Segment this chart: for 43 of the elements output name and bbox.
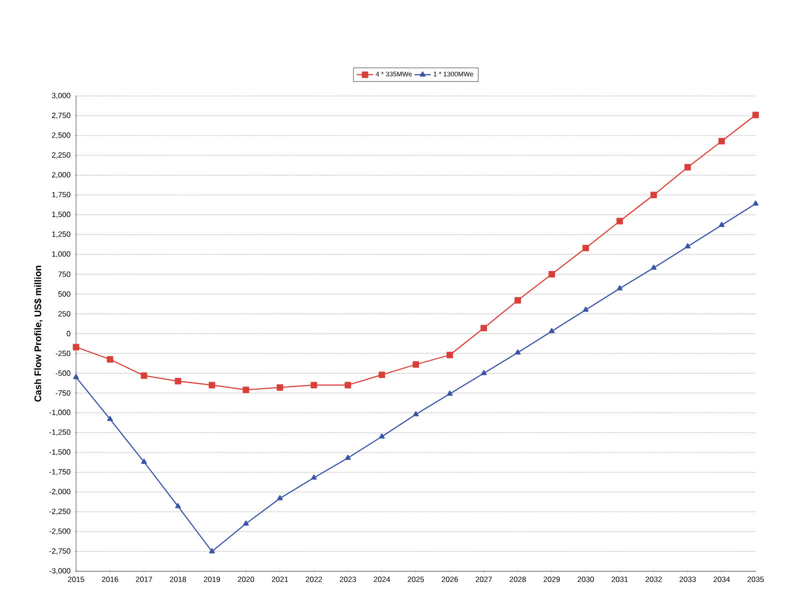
point bbox=[174, 378, 182, 384]
point bbox=[378, 371, 386, 378]
point bbox=[141, 458, 147, 464]
point bbox=[311, 474, 317, 480]
point bbox=[752, 112, 759, 118]
point bbox=[446, 390, 453, 396]
point bbox=[106, 356, 114, 362]
point bbox=[650, 192, 657, 198]
point bbox=[616, 285, 623, 290]
y-axis-title: Cash Flow Profile, US$ million bbox=[34, 266, 43, 402]
point bbox=[243, 520, 249, 526]
point bbox=[242, 386, 250, 393]
point bbox=[412, 411, 419, 416]
point bbox=[514, 296, 522, 304]
point bbox=[140, 372, 148, 379]
point bbox=[446, 352, 454, 358]
point bbox=[73, 374, 79, 379]
point bbox=[345, 454, 351, 460]
point bbox=[412, 361, 420, 368]
point bbox=[718, 222, 725, 227]
point bbox=[277, 495, 283, 500]
point bbox=[582, 306, 589, 312]
point bbox=[718, 138, 725, 144]
point bbox=[107, 416, 113, 421]
point bbox=[276, 384, 284, 391]
point bbox=[72, 344, 80, 350]
point bbox=[582, 244, 589, 252]
point bbox=[208, 382, 216, 388]
point bbox=[548, 270, 555, 278]
point bbox=[310, 382, 318, 388]
point bbox=[209, 548, 215, 554]
point bbox=[684, 164, 691, 170]
point bbox=[752, 200, 759, 206]
point bbox=[616, 218, 623, 224]
point bbox=[548, 328, 555, 334]
point bbox=[175, 502, 181, 508]
point bbox=[378, 433, 385, 438]
point bbox=[650, 264, 657, 270]
point bbox=[514, 349, 521, 354]
point bbox=[480, 324, 488, 332]
point bbox=[344, 382, 352, 388]
point bbox=[684, 243, 691, 248]
point bbox=[480, 370, 487, 375]
